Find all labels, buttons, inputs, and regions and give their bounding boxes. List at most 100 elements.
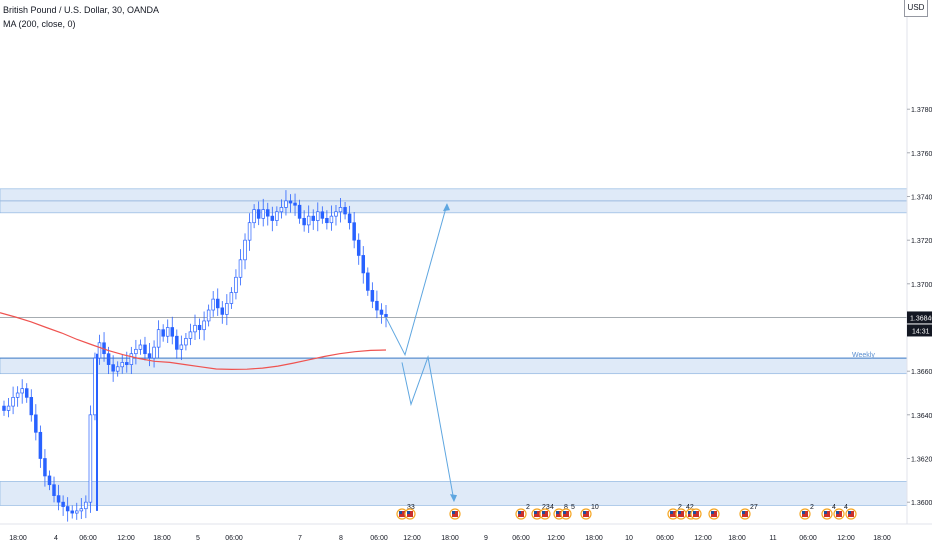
flag-canton (542, 511, 545, 514)
candle (284, 190, 288, 216)
time-tick-label: 18:00 (873, 535, 891, 542)
candle (370, 282, 375, 309)
arrowhead-down (450, 494, 457, 503)
time-tick-label: 8 (339, 535, 343, 542)
candle-body (197, 324, 202, 331)
candle-body (97, 342, 102, 359)
candle-body (297, 204, 302, 219)
candle-body (106, 353, 111, 365)
candle-body (84, 501, 88, 510)
price-tick-label: 1.37200 (911, 238, 932, 245)
candle-body (152, 346, 156, 359)
time-tick-label: 9 (484, 535, 488, 542)
candle (311, 209, 315, 230)
time-tick-label: 06:00 (512, 535, 530, 542)
candle-body (129, 353, 134, 365)
candle-body (206, 309, 211, 322)
candle-body (47, 475, 52, 486)
candle (134, 339, 138, 365)
candle (325, 210, 329, 230)
candle (179, 335, 184, 361)
candle (275, 206, 279, 226)
candle (384, 305, 388, 328)
candle-body (38, 431, 43, 459)
candle-body (325, 217, 329, 224)
candle-body (220, 307, 225, 315)
candle-body (161, 329, 165, 337)
candle-body (329, 215, 334, 224)
candle (329, 205, 334, 231)
time-tick-label: 4 (54, 535, 58, 542)
candle (225, 294, 229, 326)
ma-indicator-label[interactable]: MA (200, close, 0) (3, 19, 76, 29)
event-count: 23 (542, 504, 550, 511)
flag-canton (399, 511, 402, 514)
price-axis: 1.37800 1.37600 1.37400 1.37200 1.37000 1.368… (907, 107, 932, 507)
candle (34, 404, 38, 441)
candle-body (361, 255, 366, 274)
candle (61, 495, 65, 516)
price-tick-label: 1.36600 (911, 369, 932, 376)
candle-body (384, 314, 388, 317)
candle-body (29, 397, 34, 416)
candle (138, 339, 143, 355)
candle-body (125, 362, 129, 365)
event-markers: 33 2 23 4 8 5 10 2 42 27 2 4 4 (396, 504, 857, 520)
candle (338, 198, 343, 223)
candle-body (34, 414, 38, 433)
candle (306, 205, 311, 233)
zone-2 (0, 481, 908, 506)
flag-canton (848, 511, 851, 514)
event-count: 10 (591, 504, 599, 511)
time-tick-label: 06:00 (799, 535, 817, 542)
time-tick-label: 18:00 (728, 535, 746, 542)
candle (256, 201, 261, 226)
candle (11, 386, 15, 415)
countdown-label: 14:31 (912, 328, 930, 335)
candle (352, 212, 356, 249)
flag-canton (802, 511, 805, 514)
candle-body (211, 298, 215, 311)
flag-canton (563, 511, 566, 514)
last-price-box (907, 311, 932, 324)
currency-label[interactable]: USD (904, 0, 928, 17)
candle-body (88, 414, 93, 503)
flag-canton (407, 511, 410, 514)
candle-body (2, 405, 6, 411)
event-count: 42 (686, 504, 694, 511)
price-tick-label: 1.36200 (911, 457, 932, 464)
flag-canton (518, 511, 521, 514)
candle-body (170, 327, 175, 337)
candle (47, 470, 52, 491)
event-marker: 23 (531, 504, 550, 520)
candle-body (334, 211, 338, 217)
candle-body (243, 239, 247, 261)
event-count: 4 (844, 504, 848, 511)
candle (375, 290, 379, 319)
event-count: 27 (750, 504, 758, 511)
candle-body (356, 239, 361, 256)
candle (247, 213, 252, 251)
candle-body (279, 207, 284, 213)
candle (75, 502, 79, 520)
candle (156, 320, 161, 358)
chart-legend: British Pound / U.S. Dollar, 30, OANDA M… (3, 3, 159, 31)
event-marker: 4 (833, 504, 848, 520)
candle (38, 425, 43, 468)
candle (379, 303, 384, 324)
candle-body (202, 320, 206, 331)
candle (143, 336, 147, 361)
symbol-title[interactable]: British Pound / U.S. Dollar, 30, OANDA (3, 5, 160, 15)
time-tick-label: 7 (298, 535, 302, 542)
candle-body (165, 327, 170, 337)
candle-body (75, 510, 79, 514)
ma-line (0, 312, 387, 371)
candle (20, 379, 24, 404)
time-tick-label: 12:00 (837, 535, 855, 542)
projection-up (385, 204, 448, 357)
event-marker (845, 508, 857, 520)
time-tick-label: 12:00 (694, 535, 712, 542)
candle (202, 311, 206, 341)
